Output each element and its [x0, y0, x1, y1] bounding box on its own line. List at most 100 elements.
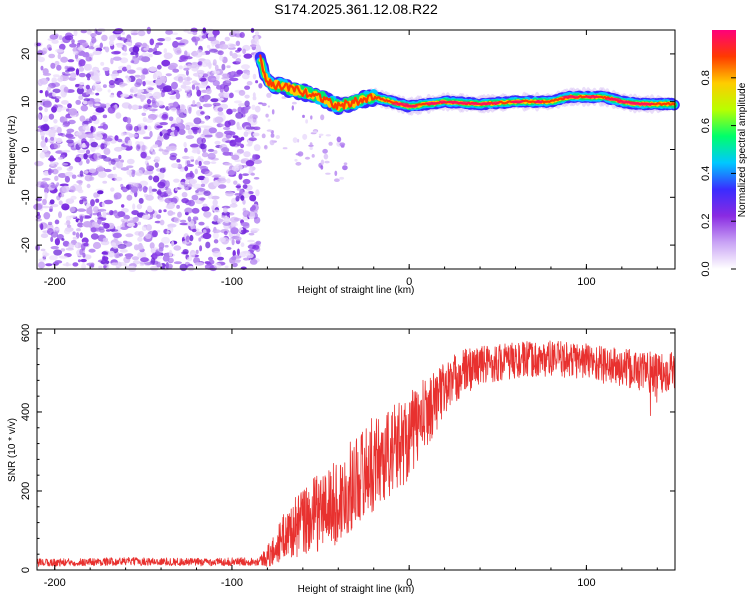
- noise-blob: [237, 47, 242, 52]
- noise-blob: [181, 191, 188, 198]
- noise-blob: [252, 92, 256, 98]
- noise-blob: [38, 106, 43, 111]
- noise-blob: [185, 124, 191, 131]
- noise-blob: [196, 187, 206, 192]
- noise-blob: [202, 128, 209, 136]
- noise-blob: [100, 143, 105, 150]
- noise-blob: [42, 68, 49, 75]
- noise-blob: [207, 148, 215, 152]
- noise-blob: [170, 126, 176, 131]
- noise-blob: [219, 123, 225, 127]
- noise-blob: [92, 241, 102, 250]
- noise-blob: [203, 73, 209, 79]
- noise-blob: [94, 217, 98, 221]
- noise-blob: [75, 83, 80, 88]
- noise-blob: [177, 211, 182, 218]
- noise-blob: [136, 203, 143, 210]
- noise-blob: [212, 199, 218, 206]
- noise-blob: [184, 166, 189, 172]
- noise-blob: [116, 69, 123, 74]
- noise-blob: [161, 129, 168, 135]
- noise-blob: [240, 222, 250, 227]
- noise-blob: [119, 37, 127, 41]
- noise-blob: [253, 144, 261, 152]
- noise-blob: [217, 177, 227, 184]
- noise-blob: [168, 116, 174, 122]
- noise-blob: [59, 35, 63, 41]
- noise-blob: [64, 222, 68, 226]
- noise-blob: [203, 176, 210, 184]
- noise-blob: [189, 170, 194, 178]
- noise-blob: [158, 148, 164, 152]
- noise-blob: [48, 255, 58, 261]
- noise-blob: [235, 112, 244, 119]
- noise-blob: [44, 153, 50, 158]
- noise-blob: [159, 122, 168, 126]
- noise-blob: [138, 197, 144, 204]
- noise-blob: [309, 146, 313, 150]
- noise-blob: [137, 236, 143, 242]
- noise-blob: [173, 178, 180, 183]
- noise-blob: [97, 211, 102, 216]
- noise-blob: [126, 222, 135, 227]
- noise-blob: [230, 221, 236, 227]
- noise-blob: [55, 137, 63, 144]
- noise-blob: [222, 221, 231, 226]
- noise-blob: [113, 192, 122, 200]
- noise-blob: [86, 101, 94, 105]
- noise-blob: [138, 231, 145, 238]
- noise-blob: [61, 185, 70, 193]
- noise-blob: [87, 77, 91, 81]
- noise-blob: [50, 62, 56, 69]
- noise-blob: [200, 125, 210, 128]
- noise-blob: [66, 67, 76, 72]
- noise-blob: [86, 63, 92, 71]
- ridge-peak: [561, 95, 580, 99]
- noise-blob: [211, 77, 217, 81]
- noise-blob: [234, 163, 243, 171]
- noise-blob: [185, 183, 193, 188]
- noise-blob: [223, 162, 233, 166]
- noise-blob: [190, 126, 200, 131]
- noise-blob: [113, 173, 118, 178]
- noise-blob: [66, 128, 75, 133]
- noise-blob: [243, 257, 250, 261]
- noise-blob: [207, 36, 217, 42]
- noise-blob: [162, 149, 169, 156]
- noise-blob: [67, 141, 76, 148]
- x-tick-label: -100: [221, 276, 243, 288]
- noise-blob: [77, 46, 86, 51]
- noise-blob: [182, 249, 189, 255]
- noise-blob: [231, 108, 237, 113]
- noise-blob: [142, 80, 146, 87]
- noise-blob: [184, 50, 188, 56]
- noise-blob: [245, 126, 255, 130]
- noise-blob: [103, 222, 110, 229]
- noise-blob: [61, 100, 69, 105]
- ridge-peak: [403, 104, 418, 108]
- noise-blob: [145, 194, 154, 201]
- snr-marks: [36, 340, 676, 567]
- noise-blob: [182, 80, 191, 86]
- noise-blob: [202, 203, 208, 207]
- noise-blob: [223, 85, 230, 93]
- noise-blob: [144, 262, 154, 266]
- noise-blob: [92, 212, 98, 216]
- noise-blob: [158, 209, 162, 213]
- noise-blob: [56, 126, 62, 134]
- noise-blob: [86, 158, 90, 164]
- noise-blob: [210, 161, 217, 165]
- noise-blob: [41, 177, 51, 181]
- noise-blob: [225, 140, 234, 144]
- noise-blob: [147, 125, 152, 131]
- noise-blob: [89, 137, 94, 143]
- noise-blob: [77, 139, 82, 146]
- noise-blob: [125, 41, 132, 46]
- noise-blob: [201, 137, 206, 144]
- spectrogram-plot-area: [37, 30, 675, 269]
- noise-blob: [185, 135, 195, 140]
- noise-blob: [197, 61, 203, 66]
- noise-blob: [61, 71, 66, 75]
- noise-blob: [187, 216, 192, 222]
- noise-blob: [69, 185, 76, 193]
